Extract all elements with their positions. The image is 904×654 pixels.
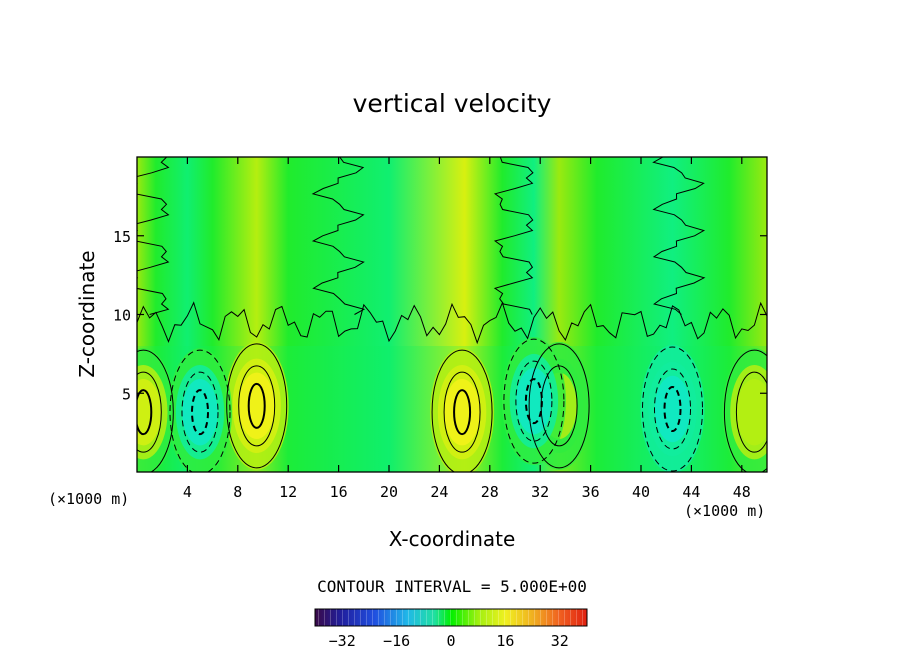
y-axis-ticks: 5 10 15 [113,228,767,403]
colorbar-tick-label: 16 [496,632,514,650]
updraft-cell-1-2 [239,372,275,440]
x-tick-label: 36 [582,483,600,501]
y-tick-label: 5 [122,385,131,403]
positive-contour-2-2 [453,389,472,436]
x-tick-label: 40 [632,483,650,501]
updraft-cell-4-2 [736,378,767,446]
downdraft-cell-7-2 [654,375,691,443]
x-tick-label: 48 [733,483,751,501]
positive-contour-0-0 [137,349,174,472]
x-unit-label-right: (×1000 m) [684,502,765,520]
positive-contour-3-0 [528,343,590,469]
upper-contour-3 [652,157,706,315]
x-tick-label: 28 [481,483,499,501]
updraft-cell-2-2 [444,378,480,446]
positive-contour-1-2 [247,382,266,429]
velocity-cells [137,337,767,472]
x-tick-label: 44 [682,483,700,501]
negative-contour-0-1 [181,371,219,453]
negative-contour-0-2 [191,389,209,436]
x-tick-label: 16 [330,483,348,501]
contour-interval-text: CONTOUR INTERVAL = 5.000E+00 [317,577,587,596]
positive-contour-1-1 [238,365,276,447]
x-axis-label: X-coordinate [389,527,516,551]
positive-contour-4-0 [723,349,767,472]
positive-contour-0-1 [137,371,162,453]
negative-contour-2-1 [654,368,691,450]
x-tick-label: 32 [531,483,549,501]
x-unit-label-left: (×1000 m) [48,490,129,508]
colorbar-tick-label: −32 [329,632,356,650]
colorbar: −32 −16 0 16 32 [314,608,588,650]
colorbar-tick-label: 32 [551,632,569,650]
positive-contour-4-1 [735,371,767,453]
upper-contour-1 [311,157,366,315]
colorbar-tick-label: 0 [446,632,455,650]
positive-contour-2-1 [443,371,481,453]
x-tick-label: 24 [430,483,448,501]
zero-contour [137,301,767,345]
downdraft-cell-6-2 [516,367,552,435]
x-tick-label: 12 [279,483,297,501]
negative-contour-0-0 [169,349,231,472]
negative-contour-2-0 [642,346,703,472]
negative-contour-1-2 [524,378,543,425]
positive-contour-1-0 [226,343,288,469]
x-tick-label: 20 [380,483,398,501]
downdraft-cell-5-2 [182,378,218,446]
x-axis-ticks: 4 8 12 16 20 24 28 32 36 40 44 48 [183,157,751,501]
x-tick-label: 4 [183,483,192,501]
y-axis-label: Z-coordinate [75,250,99,377]
negative-contour-1-0 [503,338,565,464]
positive-contour-2-0 [431,349,493,472]
x-tick-label: 8 [233,483,242,501]
negative-contour-2-2 [663,386,682,432]
colorbar-ticks: −32 −16 0 16 32 [329,632,569,650]
positive-contour-0-2 [137,389,153,436]
colorbar-frame [314,608,588,627]
colorbar-steps [315,609,587,626]
updraft-cell-0-2 [137,378,161,446]
upper-contour-2 [493,157,534,315]
y-tick-label: 10 [113,307,131,325]
colorbar-tick-label: −16 [383,632,410,650]
chart-title: vertical velocity [353,89,552,118]
y-tick-label: 15 [113,228,131,246]
negative-contour-1-1 [515,360,553,442]
